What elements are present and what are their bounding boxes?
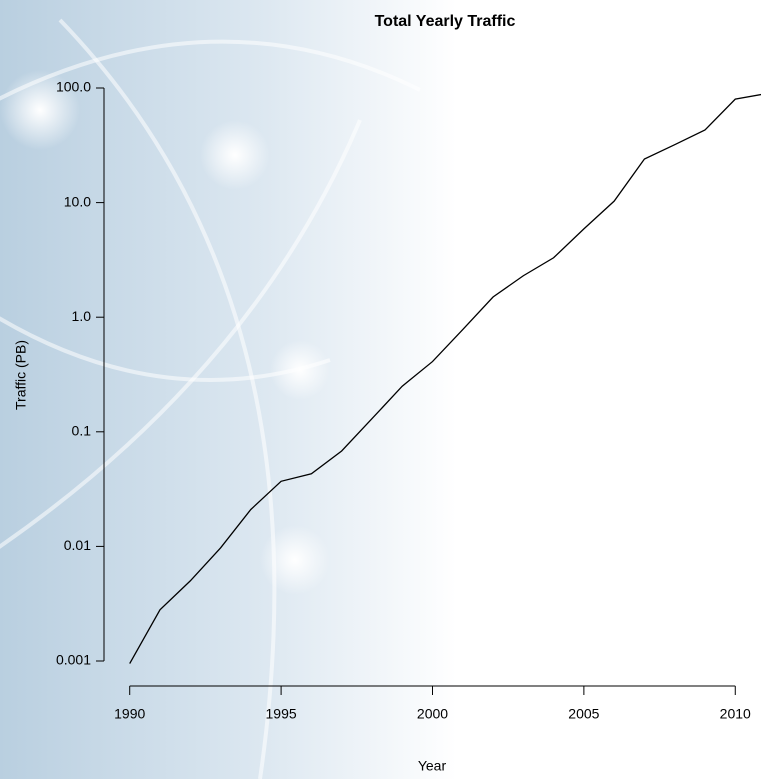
x-tick-label: 2010 (720, 706, 751, 722)
chart-title: Total Yearly Traffic (375, 13, 516, 30)
x-tick-label: 2005 (568, 706, 599, 722)
y-tick-label: 100.0 (56, 79, 91, 95)
background (0, 0, 761, 779)
y-axis-label: Traffic (PB) (13, 340, 29, 410)
chart: Total Yearly Traffic Year Traffic (PB) 0… (0, 0, 761, 779)
y-tick-label: 0.01 (64, 537, 91, 553)
x-tick-label: 1990 (114, 706, 145, 722)
x-tick-label: 1995 (266, 706, 297, 722)
x-axis-label: Year (418, 758, 447, 774)
x-tick-label: 2000 (417, 706, 448, 722)
y-tick-label: 10.0 (64, 193, 91, 209)
y-tick-label: 1.0 (72, 308, 92, 324)
y-tick-label: 0.001 (56, 652, 91, 668)
y-tick-label: 0.1 (72, 423, 92, 439)
